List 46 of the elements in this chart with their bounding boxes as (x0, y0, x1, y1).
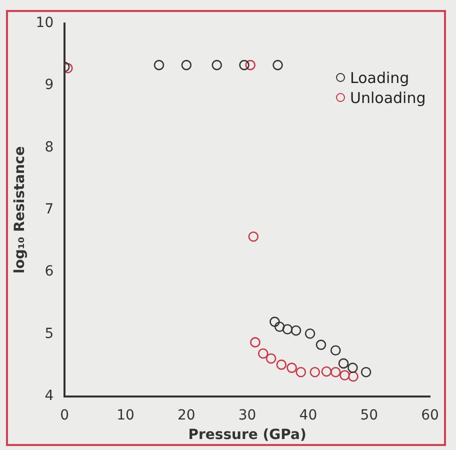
point (276, 360, 287, 370)
y-tick-label: 6 (44, 264, 54, 280)
x-tick-label: 60 (421, 407, 439, 424)
point (330, 367, 341, 378)
point (239, 60, 250, 70)
point (360, 367, 372, 378)
point (338, 358, 349, 369)
point (348, 362, 358, 373)
x-tick-label: 10 (116, 407, 134, 424)
point (181, 60, 192, 70)
x-axis-title: Pressure (GPa) (188, 427, 306, 444)
x-tick-label: 20 (177, 407, 196, 424)
legend-label: Loading (349, 68, 410, 88)
y-tick-label: 4 (44, 388, 54, 404)
point (212, 60, 222, 70)
y-tick-label: 10 (36, 15, 54, 32)
point (310, 367, 320, 378)
point (304, 328, 316, 339)
point (154, 60, 164, 70)
point (316, 340, 326, 350)
x-tick-label: 0 (60, 407, 70, 424)
point (321, 366, 332, 377)
x-tick-label: 40 (299, 407, 318, 424)
x-tick-label: 50 (360, 407, 378, 424)
point (272, 60, 283, 70)
point (286, 362, 297, 373)
x-tick-label: 30 (238, 407, 256, 424)
point (348, 371, 358, 382)
point (245, 60, 256, 70)
y-tick-label: 8 (44, 139, 54, 156)
point (270, 316, 280, 327)
point (248, 231, 259, 242)
point (266, 353, 276, 364)
point (340, 370, 350, 380)
y-tick-label: 7 (44, 202, 54, 218)
point (250, 337, 260, 348)
y-tick-label: 5 (44, 326, 54, 342)
point (258, 348, 268, 359)
point (274, 322, 285, 332)
y-tick-label: 9 (44, 77, 54, 94)
legend-label: Unloading (349, 88, 426, 108)
y-axis-title: log₁₀ Resistance (12, 146, 28, 274)
point (330, 345, 341, 356)
point (290, 325, 302, 336)
point (282, 324, 293, 334)
point (296, 367, 306, 378)
